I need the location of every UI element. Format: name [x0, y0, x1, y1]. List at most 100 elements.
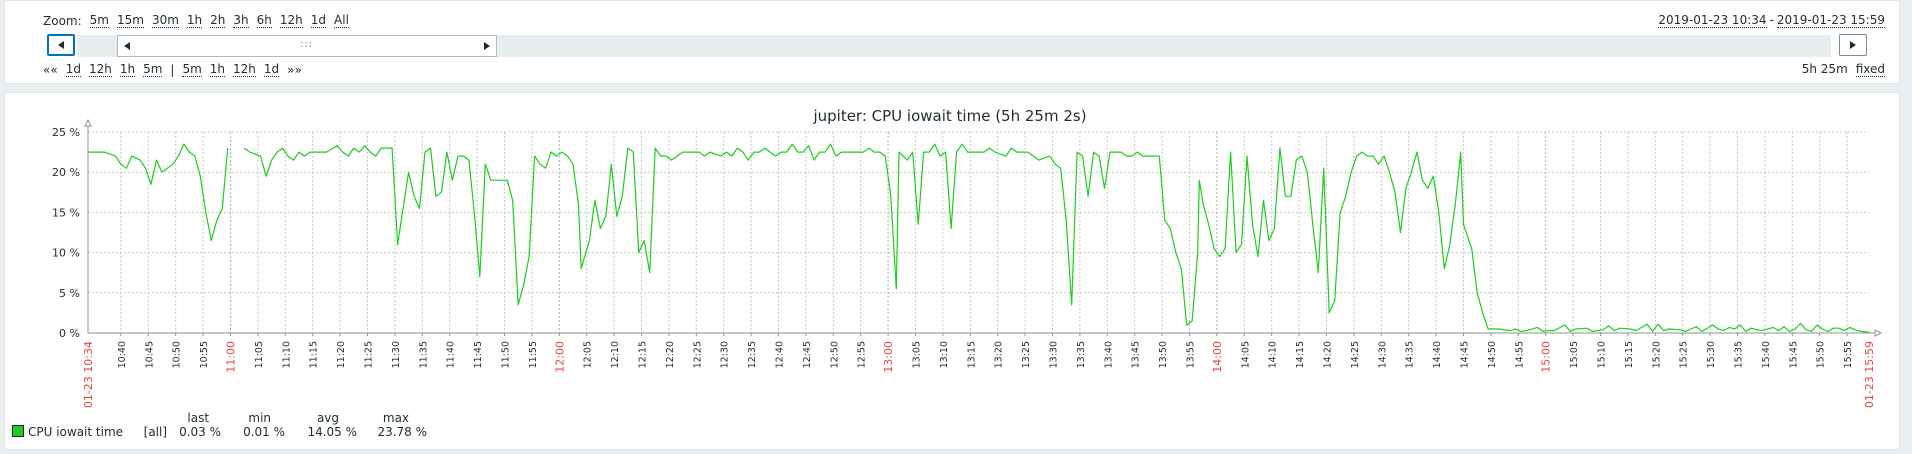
legend-header-avg: avg — [316, 411, 340, 425]
nav-back-5m[interactable]: 5m — [143, 62, 163, 77]
x-tick-label: 13:25 — [1021, 341, 1032, 368]
fixed-toggle[interactable]: fixed — [1855, 62, 1885, 77]
legend-func-cell: [all] — [123, 425, 167, 439]
x-tick-label: 14:50 — [1487, 341, 1498, 368]
x-tick-label: 12:30 — [720, 341, 731, 368]
x-tick-label: 11:35 — [418, 341, 429, 368]
x-tick-label: 11:30 — [391, 341, 402, 368]
x-end-label: 01-23 15:59 — [1863, 341, 1876, 408]
x-tick-label: 12:40 — [774, 341, 785, 368]
scroll-right-button[interactable] — [1839, 34, 1867, 56]
x-tick-label: 13:45 — [1131, 341, 1142, 368]
x-tick-label: 14:30 — [1377, 341, 1388, 368]
x-tick-label: 15:45 — [1788, 341, 1799, 368]
x-tick-label: 15:40 — [1761, 341, 1772, 368]
x-tick-label: 11:25 — [363, 341, 374, 368]
x-tick-label: 14:25 — [1350, 341, 1361, 368]
slider-left-handle[interactable] — [124, 42, 130, 50]
period-from[interactable]: 2019-01-23 10:34 — [1658, 13, 1767, 28]
legend-max-cell: max 23.78 % — [357, 411, 427, 439]
legend-value-max: 23.78 % — [377, 425, 428, 439]
y-tick-label: 20 % — [52, 166, 80, 179]
x-hour-label: 12:00 — [553, 341, 566, 373]
x-start-label: 01-23 10:34 — [82, 341, 95, 408]
zoom-row: Zoom: 5m 15m 30m 1h 2h 3h 6h 12h 1d All — [43, 13, 349, 28]
x-tick-label: 14:20 — [1322, 341, 1333, 368]
y-tick-label: 10 % — [52, 247, 80, 260]
x-tick-label: 12:05 — [583, 341, 594, 368]
arrow-right-icon — [1850, 41, 1856, 49]
x-tick-label: 10:40 — [117, 341, 128, 368]
x-tick-label: 12:35 — [747, 341, 758, 368]
x-tick-label: 13:30 — [1048, 341, 1059, 368]
x-tick-label: 11:45 — [473, 341, 484, 368]
legend-swatch — [12, 425, 24, 437]
axis-layer: 0 % 5 % 10 % 15 % 20 % 25 % 10:40 10:45 10:50 10:… — [52, 118, 1883, 408]
nav-back-1h[interactable]: 1h — [119, 62, 136, 77]
nav-fwd-1h[interactable]: 1h — [209, 62, 226, 77]
nav-fwd-12h[interactable]: 12h — [233, 62, 256, 77]
zoom-6h[interactable]: 6h — [256, 13, 272, 28]
span-info: 5h 25m fixed — [1802, 62, 1885, 77]
x-axis-arrow — [1874, 329, 1883, 337]
nav-back-12h[interactable]: 12h — [88, 62, 112, 77]
nav-fwd-all[interactable]: »» — [287, 62, 302, 77]
zoom-30m[interactable]: 30m — [151, 13, 179, 28]
zoom-5m[interactable]: 5m — [89, 13, 109, 28]
legend-value-avg: 14.05 % — [307, 425, 358, 439]
x-tick-label: 11:05 — [254, 341, 265, 368]
zoom-1h[interactable]: 1h — [186, 13, 203, 28]
slider-grip[interactable]: ::: — [300, 39, 314, 50]
nav-back-all[interactable]: «« — [43, 62, 58, 77]
arrow-left-icon — [58, 41, 64, 49]
x-hour-label: 14:00 — [1211, 341, 1224, 373]
nav-fwd-5m[interactable]: 5m — [182, 62, 202, 77]
zoom-15m[interactable]: 15m — [116, 13, 144, 28]
zoom-3h[interactable]: 3h — [233, 13, 249, 28]
x-tick-label: 13:20 — [994, 341, 1005, 368]
x-tick-label: 14:15 — [1295, 341, 1306, 368]
x-tick-label: 12:10 — [610, 341, 621, 368]
x-tick-label: 15:15 — [1624, 341, 1635, 368]
legend: CPU iowait time [all] last 0.03 % min 0.… — [10, 411, 427, 439]
zoom-all[interactable]: All — [334, 13, 349, 28]
x-tick-label: 12:20 — [665, 341, 676, 368]
period-to[interactable]: 2019-01-23 15:59 — [1776, 13, 1885, 28]
x-tick-label: 12:25 — [692, 341, 703, 368]
legend-item-name-cell: CPU iowait time — [28, 425, 123, 439]
series-line — [243, 143, 1870, 333]
x-tick-label: 12:45 — [802, 341, 813, 368]
x-tick-label: 12:50 — [829, 341, 840, 368]
zoom-1d[interactable]: 1d — [310, 13, 327, 28]
x-hour-label: 11:00 — [224, 341, 237, 373]
arrow-right-icon — [484, 42, 490, 50]
series-layer — [88, 143, 1870, 333]
x-tick-label: 14:10 — [1268, 341, 1279, 368]
x-tick-label: 13:05 — [911, 341, 922, 368]
timeline-track[interactable] — [77, 35, 1831, 57]
time-controls-panel: Zoom: 5m 15m 30m 1h 2h 3h 6h 12h 1d All … — [4, 0, 1900, 84]
legend-item-name: CPU iowait time — [28, 425, 124, 439]
timeline-slider[interactable]: ::: — [117, 35, 497, 57]
zoom-2h[interactable]: 2h — [210, 13, 226, 28]
period-dash: - — [1769, 13, 1774, 27]
legend-min-cell: min 0.01 % — [221, 411, 285, 439]
x-tick-label: 12:55 — [857, 341, 868, 368]
x-tick-label: 13:55 — [1185, 341, 1196, 368]
x-tick-label: 14:55 — [1514, 341, 1525, 368]
series-line — [88, 143, 229, 242]
zoom-12h[interactable]: 12h — [279, 13, 303, 28]
legend-value-last: 0.03 % — [179, 425, 222, 439]
x-tick-label: 14:05 — [1240, 341, 1251, 368]
x-tick-label: 11:15 — [309, 341, 320, 368]
nav-back-1d[interactable]: 1d — [65, 62, 81, 77]
legend-value-min: 0.01 % — [243, 425, 286, 439]
nav-fwd-1d[interactable]: 1d — [263, 62, 280, 77]
scroll-left-button[interactable] — [47, 34, 75, 56]
x-tick-label: 15:25 — [1679, 341, 1690, 368]
slider-right-handle[interactable] — [484, 42, 490, 50]
chart-title: jupiter: CPU iowait time (5h 25m 2s) — [812, 107, 1086, 125]
x-tick-label: 10:55 — [199, 341, 210, 368]
arrow-left-icon — [124, 42, 130, 50]
